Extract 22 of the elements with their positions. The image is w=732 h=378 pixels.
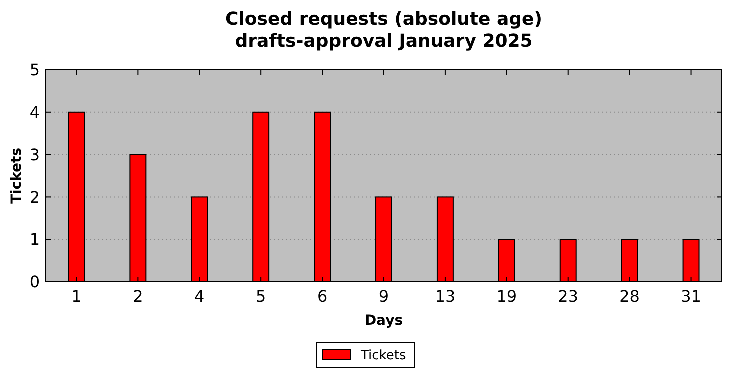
x-tick-label: 13 [435,287,456,306]
y-tick-label: 0 [30,272,40,292]
chart-title: Closed requests (absolute age) [226,9,542,30]
x-tick-label: 4 [194,287,205,306]
x-tick-label: 9 [378,287,390,306]
y-tick-label: 1 [30,230,40,250]
legend-label: Tickets [360,348,406,364]
chart-subtitle: drafts-approval January 2025 [235,31,533,52]
x-tick-label: 5 [256,287,266,306]
x-tick-label: 2 [133,287,144,306]
y-tick-label: 5 [30,60,40,80]
x-axis-title: Days [364,313,404,329]
x-tick-label: 1 [72,287,82,306]
x-tick-label: 28 [620,287,640,306]
x-tick-label: 6 [317,287,328,306]
x-tick-label: 23 [558,287,579,306]
y-axis-title: Tickets [9,148,25,204]
y-tick-label: 2 [30,188,40,207]
y-tick-label: 3 [30,145,40,164]
x-tick-label: 19 [496,287,518,306]
y-tick-label: 4 [30,103,40,122]
x-tick-label: 31 [681,287,702,306]
